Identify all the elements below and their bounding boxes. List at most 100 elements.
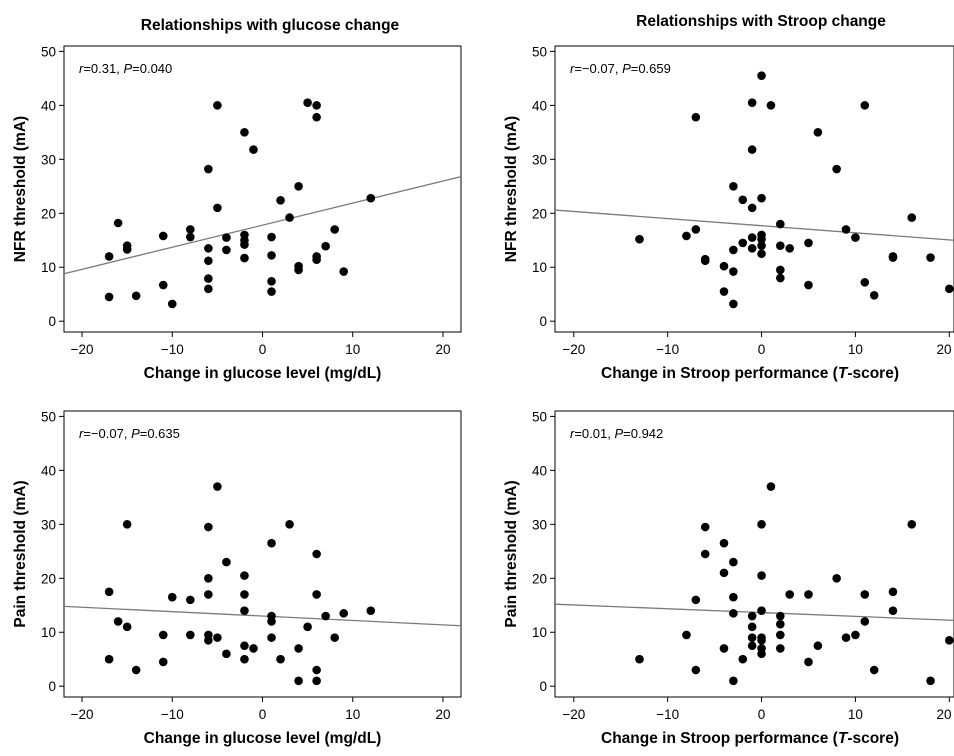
nfr-glucose-y-tick-label: 50 (41, 44, 56, 59)
nfr-stroop-y-tick-label: 30 (532, 152, 547, 167)
nfr-glucose-data-point (267, 251, 276, 260)
pain-glucose-data-point (267, 538, 276, 548)
pain-glucose-data-point (122, 520, 132, 529)
nfr-stroop-y-axis-label: NFR threshold (mA) (503, 116, 520, 262)
pain-stroop-data-point (757, 649, 766, 659)
pain-glucose-data-point (122, 622, 132, 632)
nfr-stroop-data-point (738, 195, 748, 205)
nfr-glucose-data-point (276, 196, 285, 205)
pain-glucose-data-point (339, 609, 349, 618)
nfr-glucose-plot-frame (63, 45, 462, 333)
pain-stroop-data-point (860, 590, 870, 599)
nfr-stroop-x-tick-label: 20 (936, 342, 951, 357)
pain-stroop-data-point (729, 609, 738, 618)
pain-stroop-data-point (926, 676, 935, 686)
nfr-glucose-stats-r-value: =0.31, (83, 61, 123, 76)
pain-stroop-data-point (869, 665, 879, 675)
pain-stroop-regression-line (554, 603, 954, 622)
nfr-glucose-x-tick-label: 10 (345, 342, 360, 357)
pain-stroop-data-point (747, 622, 757, 632)
nfr-glucose-data-point (222, 245, 231, 255)
nfr-stroop-stats-p-label: P (622, 61, 631, 76)
pain-glucose-data-point (240, 571, 249, 580)
pain-stroop-x-axis-label-part: -score) (847, 730, 899, 747)
nfr-stroop-data-point (757, 241, 766, 250)
nfr-stroop-data-point (691, 225, 701, 234)
nfr-glucose-stats-p-value: =0.040 (132, 61, 172, 76)
nfr-glucose-data-point (204, 256, 213, 266)
column-title-glucose: Relationships with glucose change (141, 17, 400, 34)
nfr-glucose-y-tick-label: 40 (41, 98, 56, 113)
pain-glucose-data-point (285, 520, 294, 529)
pain-glucose-data-point (366, 606, 376, 615)
nfr-stroop-stats-annotation: r=−0.07, P=0.659 (570, 61, 671, 76)
nfr-glucose-data-point (285, 213, 294, 222)
nfr-stroop-x-tick-label: −20 (562, 342, 585, 357)
nfr-glucose-y-tick-label: 0 (48, 314, 56, 329)
pain-glucose-stats-r-label: r (79, 426, 84, 441)
pain-stroop-y-tick-label: 50 (532, 409, 547, 424)
pain-glucose-data-point (186, 630, 195, 640)
nfr-stroop-data-point (766, 101, 776, 110)
pain-glucose-data-point (213, 633, 222, 642)
nfr-stroop-data-point (776, 265, 785, 275)
pain-stroop-data-point (719, 644, 729, 653)
pain-stroop-data-point (804, 590, 813, 599)
pain-stroop-data-point (776, 630, 785, 640)
pain-glucose-data-point (249, 644, 258, 653)
pain-stroop-x-tick-label: −10 (656, 707, 679, 722)
nfr-stroop-data-point (757, 193, 766, 203)
nfr-stroop-data-point (813, 128, 823, 137)
pain-stroop-data-point (888, 606, 898, 615)
pain-glucose-y-tick-label: 0 (48, 679, 56, 694)
nfr-stroop-data-point (729, 299, 738, 309)
pain-stroop-x-tick-label: −20 (562, 707, 585, 722)
pain-stroop-stats-p-label: P (614, 426, 623, 441)
nfr-stroop-data-point (747, 233, 757, 242)
pain-glucose-data-point (222, 557, 231, 567)
pain-glucose-data-point (267, 633, 276, 642)
nfr-stroop-stats-r-value: =−0.07, (574, 61, 622, 76)
pain-stroop-data-point (729, 676, 738, 686)
pain-glucose-stats-p-label: P (131, 426, 140, 441)
nfr-stroop-data-point (747, 98, 757, 107)
pain-glucose-data-point (167, 592, 177, 602)
pain-stroop-data-point (757, 606, 766, 615)
pain-stroop-data-point (691, 595, 701, 605)
pain-stroop-y-tick-label: 0 (539, 679, 547, 694)
nfr-glucose-data-point (113, 218, 123, 228)
nfr-stroop-data-point (776, 241, 785, 250)
pain-glucose-data-point (113, 617, 123, 626)
nfr-stroop-data-point (841, 225, 851, 234)
nfr-glucose-data-point (312, 255, 321, 264)
nfr-stroop-x-axis-label-part: T (838, 365, 849, 382)
nfr-glucose-stats-annotation: r=0.31, P=0.040 (79, 61, 172, 76)
pain-stroop-data-point (776, 611, 785, 621)
nfr-stroop-data-point (747, 203, 757, 213)
nfr-glucose-stats-r-label: r (79, 61, 84, 76)
nfr-stroop-stats-p-value: =0.659 (631, 61, 671, 76)
nfr-glucose-x-tick-label: 20 (435, 342, 450, 357)
nfr-glucose-data-point (222, 233, 231, 242)
nfr-stroop-data-point (804, 238, 813, 248)
nfr-stroop-data-point (757, 71, 766, 80)
nfr-glucose-data-point (240, 253, 249, 263)
pain-stroop-data-point (635, 654, 644, 664)
pain-stroop-data-point (682, 630, 691, 640)
pain-stroop-data-point (700, 549, 710, 559)
nfr-stroop-x-tick-label: −10 (656, 342, 679, 357)
nfr-stroop-data-point (747, 244, 757, 253)
nfr-stroop-data-point (757, 249, 766, 259)
pain-glucose-data-point (294, 644, 303, 653)
nfr-glucose-data-point (339, 267, 349, 276)
pain-glucose-data-point (312, 676, 321, 686)
pain-stroop-stats-r-value: =0.01, (574, 426, 614, 441)
pain-stroop-x-tick-label: 20 (936, 707, 951, 722)
nfr-glucose-data-point (240, 240, 249, 249)
nfr-glucose-data-point (204, 284, 213, 294)
pain-stroop-y-tick-label: 40 (532, 463, 547, 478)
nfr-stroop-data-point (869, 291, 879, 300)
nfr-stroop-data-point (776, 219, 785, 229)
nfr-glucose-data-point (186, 232, 195, 242)
pain-glucose-x-tick-label: 0 (259, 707, 267, 722)
